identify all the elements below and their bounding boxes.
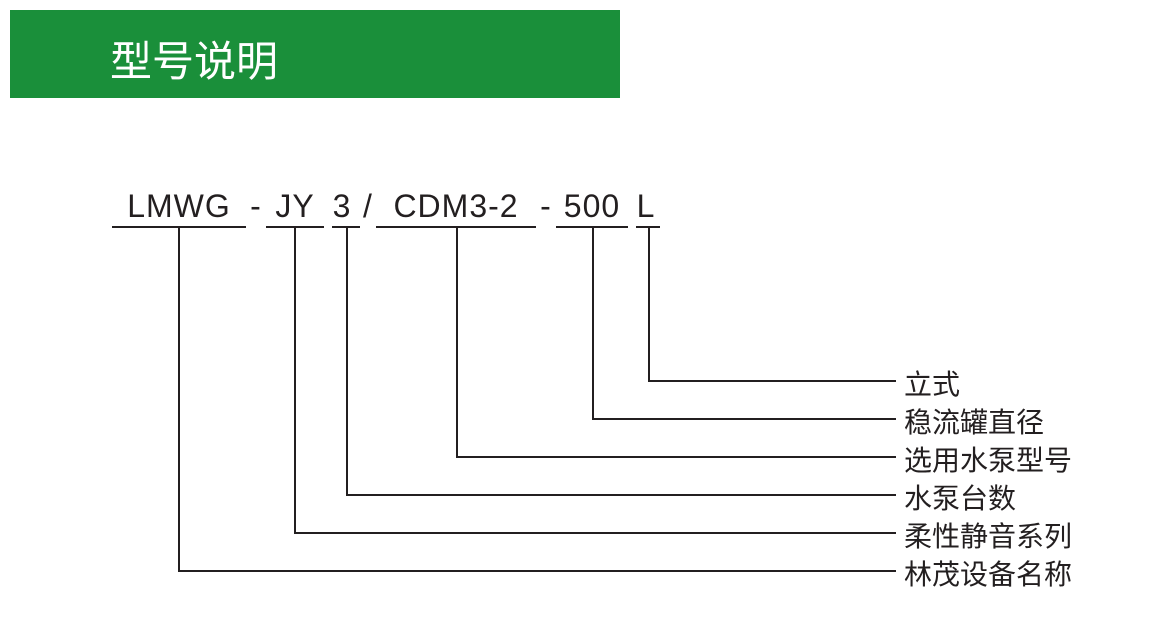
callout-hline xyxy=(346,494,896,496)
header-title: 型号说明 xyxy=(10,10,620,89)
callout-label: 稳流罐直径 xyxy=(904,401,1044,441)
model-segment: - xyxy=(536,188,556,225)
callout-hline xyxy=(592,418,896,420)
callout-label: 柔性静音系列 xyxy=(904,515,1072,555)
callout-vline xyxy=(592,226,594,420)
callout-hline xyxy=(294,532,896,534)
model-segment: JY xyxy=(266,188,324,225)
callout-label: 水泵台数 xyxy=(904,477,1016,517)
callout-vline xyxy=(294,226,296,534)
callout-vline xyxy=(346,226,348,496)
model-segment: 3 xyxy=(324,188,360,225)
callout-label: 林茂设备名称 xyxy=(904,553,1072,593)
model-segment: CDM3-2 xyxy=(376,188,536,225)
callout-label: 立式 xyxy=(904,363,960,403)
callout-vline xyxy=(456,226,458,458)
model-segment: L xyxy=(628,188,664,225)
callout-hline xyxy=(178,570,896,572)
model-segment: - xyxy=(246,188,266,225)
callout-hline xyxy=(456,456,896,458)
callout-hline xyxy=(648,380,896,382)
callout-label: 选用水泵型号 xyxy=(904,439,1072,479)
model-segment: / xyxy=(360,188,376,225)
callout-vline xyxy=(648,226,650,382)
callout-vline xyxy=(178,226,180,572)
header-bar: 型号说明 xyxy=(10,10,620,98)
model-segment: LMWG xyxy=(112,188,246,225)
model-segment: 500 xyxy=(556,188,628,225)
